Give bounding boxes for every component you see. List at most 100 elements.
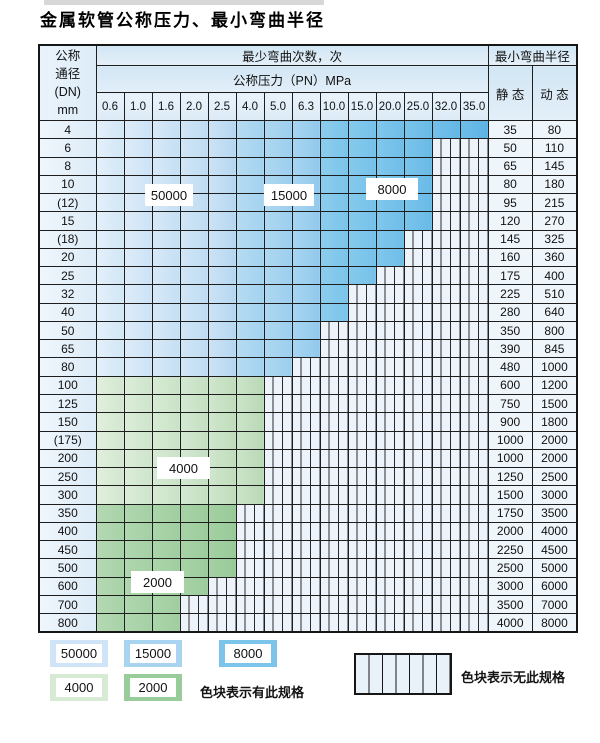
static-radius-cell: 1000 [487,430,533,450]
spec-cell [207,156,237,176]
spec-cell [95,284,125,304]
no-spec-cell [347,412,377,432]
spec-cell [95,412,125,432]
dynamic-radius-cell: 400 [531,266,578,286]
dynamic-radius-cell: 2000 [531,448,578,469]
table-row: 200 1000 2000 [38,448,578,469]
static-radius-cell: 3500 [487,594,533,615]
dn-cell: 800 [38,613,97,633]
no-spec-cell [291,357,321,377]
spec-cell [319,119,349,140]
dn-cell: 125 [38,393,97,414]
dn-cell: 4 [38,119,97,140]
spec-cell [263,247,293,268]
spec-cell [179,521,209,542]
no-spec-cell [375,613,405,633]
spec-cell [263,138,293,158]
spec-cell [207,138,237,158]
no-spec-cell [431,485,461,505]
dn-cell: 40 [38,302,97,322]
spec-cell [151,594,181,615]
no-spec-cell [347,339,377,359]
spec-cell [347,156,377,176]
no-spec-cell [431,339,461,359]
no-spec-cell [375,540,405,560]
no-spec-cell [459,266,489,286]
no-spec-cell [347,375,377,395]
table-row: 400 2000 4000 [38,521,578,542]
no-spec-cell [375,594,405,615]
spec-cell [123,448,153,469]
spec-cell [235,138,265,158]
spec-cell [95,393,125,414]
no-spec-cell [403,521,433,542]
no-spec-cell [319,613,349,633]
spec-cell [123,393,153,414]
no-spec-cell [263,375,293,395]
spec-cell [179,211,209,231]
dynamic-radius-cell: 1500 [531,393,578,414]
no-spec-cell [347,320,377,341]
dn-header-line: (DN) [54,85,81,99]
static-radius-cell: 350 [487,320,533,341]
no-spec-cell [403,393,433,414]
spec-cell [403,119,433,140]
dn-cell: 15 [38,211,97,231]
pressure-col-header: 2.5 [207,92,237,121]
dn-cell: (12) [38,193,97,213]
spec-cell [123,594,153,615]
no-spec-cell [403,412,433,432]
static-radius-cell: 1000 [487,448,533,469]
static-radius-cell: 600 [487,375,533,395]
spec-cell [179,503,209,523]
no-spec-cell [179,594,209,615]
spec-cell [207,302,237,322]
spec-cell [151,357,181,377]
dn-cell: 500 [38,558,97,578]
spec-cell [263,119,293,140]
spec-cell [207,467,237,487]
static-radius-cell: 175 [487,266,533,286]
spec-cell [375,138,405,158]
no-spec-cell [459,138,489,158]
overlay-label-15000: 15000 [264,184,314,206]
no-spec-cell [291,393,321,414]
spec-cell [123,339,153,359]
no-spec-cell [263,576,293,596]
table-row: 150 900 1800 [38,412,578,432]
table-row: 500 2500 5000 [38,558,578,578]
dn-cell: 25 [38,266,97,286]
no-spec-cell [431,393,461,414]
no-spec-cell [319,412,349,432]
static-radius-cell: 2000 [487,521,533,542]
spec-cell [95,138,125,158]
no-spec-cell [291,448,321,469]
dynamic-radius-cell: 145 [531,156,578,176]
no-spec-cell [431,430,461,450]
legend-label-2000: 2000 [130,678,176,697]
static-header: 静 态 [487,65,533,121]
no-spec-cell [235,613,265,633]
pressure-col-header: 1.0 [123,92,153,121]
no-spec-cell [431,266,461,286]
spec-cell [263,266,293,286]
pressure-col-header: 4.0 [235,92,265,121]
no-spec-cell [319,448,349,469]
spec-cell [291,138,321,158]
no-spec-cell [403,320,433,341]
no-spec-cell [375,467,405,487]
table-row: 80 480 1000 [38,357,578,377]
spec-cell [291,119,321,140]
spec-cell [95,576,125,596]
dn-header-line: 通径 [55,66,81,81]
no-spec-cell [263,485,293,505]
no-spec-cell [347,558,377,578]
spec-cell [95,174,125,195]
table-row: 700 3500 7000 [38,594,578,615]
spec-cell [151,247,181,268]
no-spec-cell [403,503,433,523]
spec-cell [179,485,209,505]
no-spec-cell [375,266,405,286]
spec-cell [151,211,181,231]
spec-cell [291,284,321,304]
